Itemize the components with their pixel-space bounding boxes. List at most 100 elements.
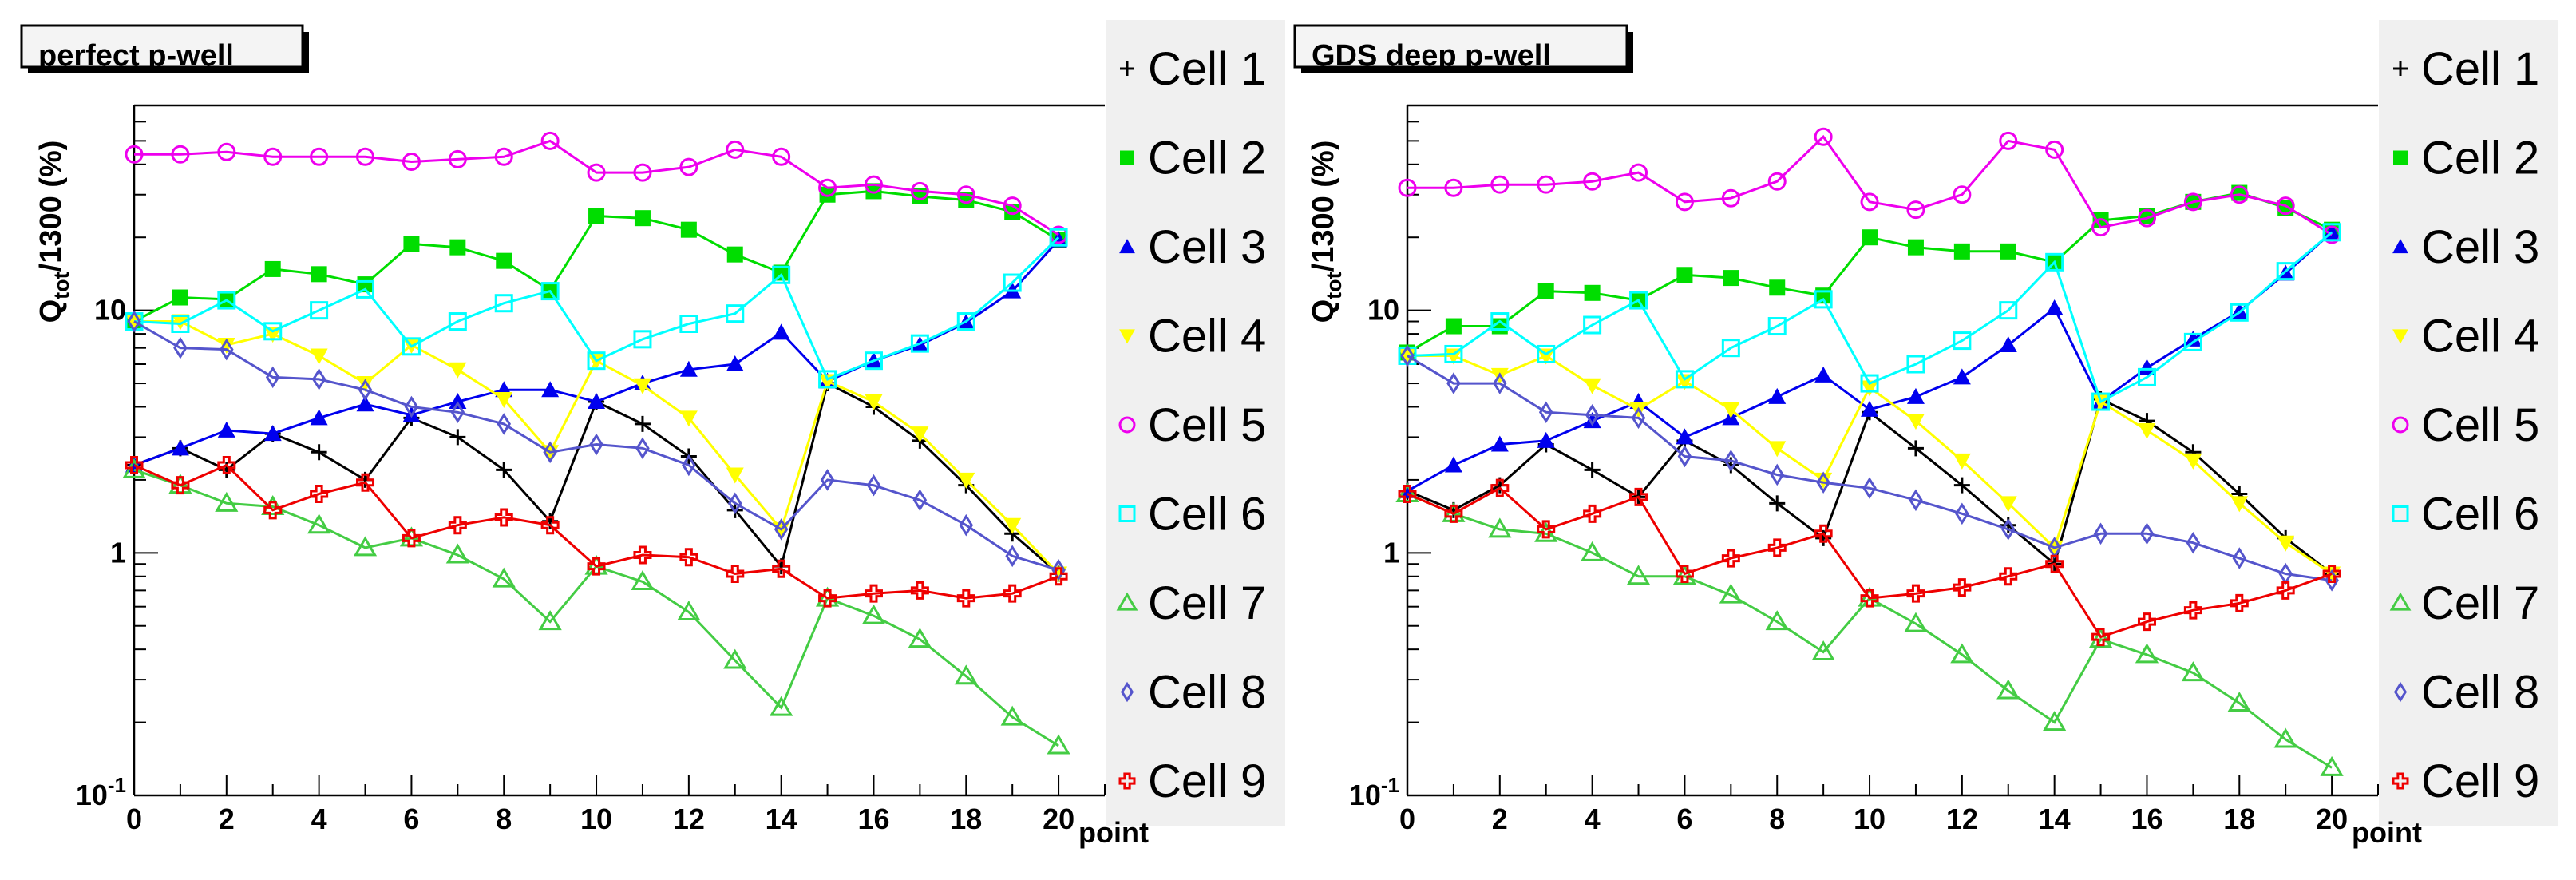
data-point: [263, 425, 282, 442]
legend-label: Cell 1: [1148, 43, 1266, 95]
data-point: [1398, 178, 1417, 197]
data-point: [1398, 485, 1417, 504]
legend-label: Cell 8: [2421, 667, 2539, 719]
data-point: [959, 513, 974, 537]
data-point: [634, 415, 651, 432]
legend-marker: [1118, 416, 1136, 434]
legend-marker: [2392, 416, 2409, 434]
legend-label: Cell 5: [2421, 399, 2539, 451]
legend-marker: [2392, 239, 2408, 254]
data-point: [1723, 270, 1739, 287]
y-tick-label: 10-1: [1349, 773, 1399, 811]
data-point: [2276, 581, 2295, 600]
data-point: [1000, 705, 1024, 726]
data-point: [448, 312, 467, 331]
data-point: [538, 610, 562, 631]
data-point: [2186, 531, 2201, 554]
data-point: [1003, 273, 1022, 292]
data-point: [1583, 504, 1602, 523]
data-point: [1953, 453, 1971, 470]
data-point: [2276, 196, 2295, 216]
data-point: [402, 337, 421, 356]
legend-label: Cell 3: [2421, 221, 2539, 273]
data-point: [1906, 414, 1925, 430]
legend-item-cell-1: Cell 1: [1120, 43, 1266, 95]
data-point: [2137, 612, 2156, 632]
series-cell-7: [1395, 482, 2344, 776]
data-point: [356, 279, 375, 299]
data-point: [589, 433, 603, 456]
data-point: [1767, 538, 1787, 557]
data-point: [171, 145, 190, 164]
legend-box: [2379, 20, 2558, 826]
data-point: [820, 469, 835, 491]
x-tick-label: 12: [673, 803, 705, 835]
chart-title-box: GDS deep p-well: [1293, 24, 1633, 73]
series-line: [1407, 134, 2333, 236]
data-point: [171, 314, 190, 333]
data-point: [265, 366, 280, 389]
y-axis-label-rest: /1300 (%): [1307, 141, 1340, 272]
data-point: [2091, 392, 2111, 411]
data-point: [588, 393, 606, 410]
data-point: [956, 589, 975, 608]
data-point: [1629, 487, 1648, 506]
data-point: [356, 473, 375, 492]
data-point: [2277, 535, 2295, 552]
data-point: [1537, 283, 1554, 299]
data-point: [1003, 584, 1022, 603]
data-point: [2091, 628, 2111, 647]
series-cell-9: [1398, 478, 2341, 647]
legend-marker: [1120, 61, 1134, 76]
chart-title: GDS deep p-well: [1312, 39, 1551, 73]
data-point: [1909, 489, 1923, 512]
data-point: [311, 444, 327, 461]
data-point: [1005, 545, 1019, 568]
data-point: [263, 147, 283, 166]
data-point: [1768, 387, 1787, 404]
data-point: [1676, 267, 1693, 283]
legend-label: Cell 1: [2421, 43, 2539, 95]
data-point: [682, 454, 696, 477]
data-point: [1906, 200, 1925, 220]
data-point: [2045, 252, 2064, 272]
data-point: [2045, 140, 2064, 159]
series-cell-1: [1399, 390, 2341, 582]
legend-label: Cell 6: [2421, 489, 2539, 541]
data-point: [1049, 567, 1068, 586]
data-point: [956, 185, 975, 204]
data-point: [1626, 565, 1651, 585]
legend-item-cell-4: Cell 4: [2392, 311, 2539, 363]
series-line: [134, 139, 1059, 236]
data-point: [2091, 218, 2111, 237]
data-point: [1999, 301, 2018, 320]
y-axis-label: Qtot/1300 (%): [34, 141, 73, 323]
legend-marker: [2392, 329, 2408, 344]
data-point: [772, 323, 790, 340]
data-point: [2230, 303, 2249, 322]
legend-item-cell-6: Cell 6: [2392, 489, 2539, 541]
data-point: [866, 474, 881, 497]
y-tick-label: 1: [110, 536, 126, 569]
data-point: [1907, 239, 1924, 256]
data-point: [2273, 727, 2297, 748]
legend-item-cell-2: Cell 2: [1120, 133, 1266, 184]
data-point: [173, 336, 188, 359]
legend-item-cell-9: Cell 9: [1118, 755, 1266, 807]
data-point: [587, 351, 606, 371]
data-point: [861, 604, 886, 624]
data-point: [1768, 441, 1787, 458]
chart-title-box: perfect p-well: [20, 24, 309, 73]
data-point: [726, 304, 745, 323]
data-point: [1953, 368, 1971, 385]
data-point: [1537, 175, 1556, 194]
data-point: [2138, 422, 2156, 439]
data-point: [263, 327, 282, 343]
data-point: [2135, 643, 2159, 664]
data-point: [1631, 406, 1646, 430]
data-point: [358, 379, 373, 402]
data-point: [1676, 374, 1694, 390]
data-point: [1906, 584, 1925, 603]
data-point: [1862, 477, 1877, 499]
